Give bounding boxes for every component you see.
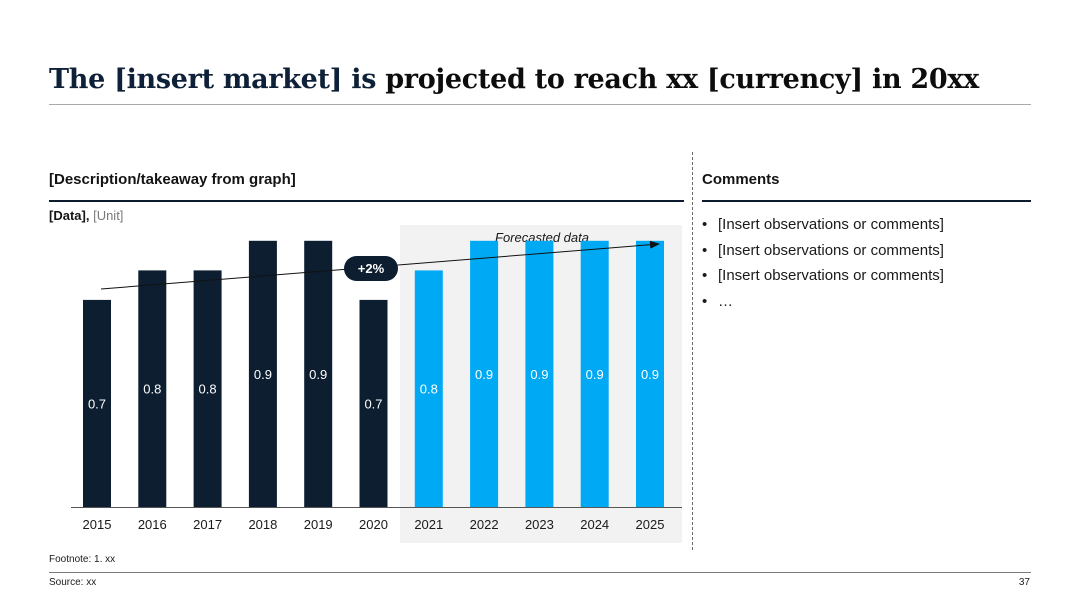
comment-item: … (702, 289, 944, 315)
cagr-badge (344, 256, 398, 281)
x-tick-2016: 2016 (138, 517, 167, 532)
data-label-2022: 0.9 (475, 367, 493, 382)
x-tick-2021: 2021 (414, 517, 443, 532)
x-tick-2015: 2015 (83, 517, 112, 532)
data-label-2021: 0.8 (420, 382, 438, 397)
x-tick-2023: 2023 (525, 517, 554, 532)
data-label-2025: 0.9 (641, 367, 659, 382)
data-label-2023: 0.9 (530, 367, 548, 382)
bottom-rule (49, 572, 1031, 573)
source-note: Source: xx (49, 577, 97, 588)
bar-2016 (138, 270, 167, 507)
data-label-2020: 0.7 (364, 397, 382, 412)
bar-2025 (636, 240, 664, 508)
comments-list: [Insert observations or comments] [Inser… (702, 212, 944, 314)
comment-item: [Insert observations or comments] (702, 212, 944, 238)
comments-header-rule (702, 200, 1031, 202)
bar-2023 (525, 240, 554, 508)
title-rule (49, 104, 1031, 105)
comment-item: [Insert observations or comments] (702, 238, 944, 264)
bar-2022 (470, 240, 499, 508)
bar-2024 (580, 240, 609, 508)
data-label-2019: 0.9 (309, 367, 327, 382)
data-unit-label: [Data], [Unit] (49, 208, 123, 223)
title-prefix: The [insert market] is (49, 64, 386, 95)
bar-2020 (359, 299, 388, 507)
bar-2017 (193, 270, 222, 507)
x-tick-2017: 2017 (193, 517, 222, 532)
bar-2021 (414, 270, 443, 507)
page-number: 37 (1018, 577, 1030, 588)
x-tick-2019: 2019 (304, 517, 333, 532)
data-label-2015: 0.7 (88, 397, 106, 412)
bar-2015 (83, 299, 111, 507)
column-divider (692, 152, 693, 550)
footnote: Footnote: 1. xx (49, 554, 116, 565)
data-label-2017: 0.8 (199, 382, 217, 397)
comments-header: Comments (702, 171, 780, 188)
x-tick-2018: 2018 (248, 517, 277, 532)
x-tick-2025: 2025 (636, 517, 665, 532)
x-tick-2020: 2020 (359, 517, 388, 532)
graph-header: [Description/takeaway from graph] (49, 171, 296, 188)
comment-item: [Insert observations or comments] (702, 263, 944, 289)
bar-2018 (248, 240, 277, 508)
forecast-label: Forecasted data (495, 230, 589, 245)
slide-title: The [insert market] is projected to reac… (49, 62, 1039, 98)
x-tick-2022: 2022 (470, 517, 499, 532)
data-label: [Data], (49, 208, 90, 223)
bar-2019 (304, 240, 333, 508)
graph-header-rule (49, 200, 684, 202)
cagr-label: +2% (358, 261, 385, 276)
data-label-2016: 0.8 (143, 382, 161, 397)
data-label-2024: 0.9 (586, 367, 604, 382)
title-suffix: projected to reach xx [currency] in 20xx (385, 64, 979, 95)
data-label-2018: 0.9 (254, 367, 272, 382)
x-tick-2024: 2024 (580, 517, 609, 532)
unit-label: [Unit] (93, 208, 124, 223)
